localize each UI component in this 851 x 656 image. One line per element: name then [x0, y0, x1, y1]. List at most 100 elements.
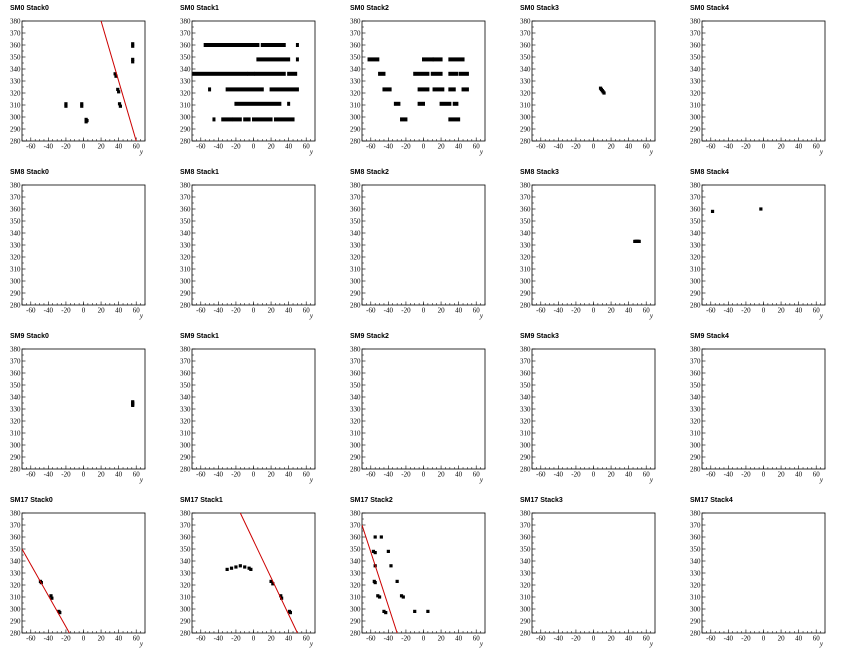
hit-point — [371, 549, 376, 553]
hit-cluster — [367, 57, 380, 62]
x-tick-label: 40 — [625, 307, 633, 315]
panel-plot: -60 -40 -20 0 20 40 60y 280 290 300 310 320 330 340 35… — [520, 345, 656, 484]
x-tick-label: 0 — [252, 143, 256, 151]
hit-cluster — [232, 117, 242, 122]
y-tick-label: 370 — [350, 193, 361, 201]
plot-frame — [21, 512, 146, 634]
y-tick-label: 340 — [350, 65, 361, 73]
x-tick-label: -20 — [741, 471, 751, 479]
panel-plot: -60 -40 -20 0 20 40 60y 280 290 300 310 320 330 340 35… — [180, 509, 316, 648]
y-tick-label: 350 — [180, 545, 191, 553]
x-tick-label: -20 — [401, 471, 411, 479]
x-tick-label: -40 — [554, 635, 564, 643]
x-tick-label: 0 — [82, 143, 86, 151]
x-tick-label: -60 — [536, 635, 546, 643]
panel-plot: -60 -40 -20 0 20 40 60y 280 290 300 310 320 330 340 35… — [520, 181, 656, 320]
x-tick-label: -60 — [366, 143, 376, 151]
hit-point — [80, 104, 84, 108]
hit-cluster — [430, 71, 443, 76]
stack-panel: SM8 Stack4 -60 -40 -20 0 20 40 60 y 280 290 300 310 3… — [680, 164, 850, 328]
x-tick-label: 20 — [778, 471, 786, 479]
hit-cluster — [234, 101, 282, 106]
panel-plot: -60 -40 -20 0 20 40 60y 280 290 300 310 320 330 340 35… — [180, 181, 316, 320]
y-tick-label: 290 — [10, 453, 21, 461]
x-axis-label: y — [309, 640, 314, 648]
y-tick-label: 310 — [350, 593, 361, 601]
x-tick-label: 60 — [813, 307, 821, 315]
hit-cluster — [432, 87, 445, 92]
x-tick-label: 40 — [795, 307, 803, 315]
y-tick-label: 340 — [520, 557, 531, 565]
y-tick-label: 380 — [690, 509, 701, 517]
y-tick-label: 340 — [690, 557, 701, 565]
y-tick-label: 280 — [520, 137, 531, 145]
x-tick-label: 60 — [643, 471, 651, 479]
x-tick-label: 20 — [778, 143, 786, 151]
x-tick-label: 60 — [473, 635, 481, 643]
panel-plot: -60 -40 -20 0 20 40 60y 280 290 300 310 320 330 340 35… — [10, 181, 146, 320]
x-tick-label: 60 — [473, 143, 481, 151]
y-tick-label: 320 — [180, 89, 191, 97]
y-tick-label: 320 — [690, 417, 701, 425]
y-tick-label: 340 — [10, 229, 21, 237]
x-tick-label: 40 — [455, 471, 463, 479]
x-tick-label: -40 — [554, 307, 564, 315]
y-tick-label: 300 — [350, 277, 361, 285]
panel-title: SM9 Stack0 — [10, 333, 49, 340]
x-tick-label: 60 — [813, 471, 821, 479]
y-tick-label: 330 — [520, 569, 531, 577]
x-tick-label: -60 — [536, 143, 546, 151]
hit-point — [373, 581, 377, 585]
x-axis-label: y — [309, 476, 314, 484]
y-tick-label: 340 — [180, 229, 191, 237]
y-tick-label: 340 — [350, 393, 361, 401]
y-tick-label: 370 — [180, 29, 191, 37]
y-tick-label: 330 — [350, 569, 361, 577]
y-tick-label: 290 — [10, 617, 21, 625]
y-tick-label: 290 — [350, 617, 361, 625]
panel-plot: -60 -40 -20 0 20 40 60y 280 290 300 310 320 330 340 35… — [520, 509, 656, 648]
y-tick-label: 280 — [690, 137, 701, 145]
y-tick-label: 330 — [690, 405, 701, 413]
y-tick-label: 370 — [180, 521, 191, 529]
x-axis-label: y — [309, 148, 314, 156]
stack-panel: SM0 Stack2 -60 -40 -20 0 20 40 60 y 280 290 300 310 3… — [340, 0, 510, 164]
y-tick-label: 360 — [350, 369, 361, 377]
hit-point — [117, 90, 121, 94]
y-tick-label: 310 — [690, 593, 701, 601]
y-tick-label: 350 — [690, 53, 701, 61]
x-axis-label: y — [139, 476, 144, 484]
hit-point — [116, 87, 120, 91]
x-tick-label: 20 — [268, 635, 276, 643]
hit-cluster — [378, 71, 386, 76]
x-tick-label: 0 — [762, 635, 766, 643]
hit-point — [238, 564, 242, 568]
x-tick-label: -20 — [401, 635, 411, 643]
hit-point — [243, 565, 247, 569]
panel-title: SM17 Stack0 — [10, 497, 53, 504]
x-tick-label: -20 — [571, 635, 581, 643]
hit-cluster — [382, 87, 392, 92]
hit-cluster — [417, 101, 425, 106]
x-tick-label: 20 — [98, 635, 106, 643]
panel-title: SM17 Stack1 — [180, 497, 223, 504]
y-tick-label: 360 — [10, 205, 21, 213]
x-tick-label: 20 — [778, 307, 786, 315]
y-tick-label: 280 — [690, 629, 701, 637]
x-axis-label: y — [479, 476, 484, 484]
x-tick-label: -60 — [706, 635, 716, 643]
y-tick-label: 340 — [10, 65, 21, 73]
y-tick-label: 350 — [690, 545, 701, 553]
hit-cluster — [208, 87, 212, 92]
x-tick-label: -60 — [26, 143, 36, 151]
hit-point — [131, 60, 135, 64]
hit-point — [373, 551, 377, 555]
y-tick-label: 360 — [520, 533, 531, 541]
x-tick-label: 20 — [438, 143, 446, 151]
plot-frame — [531, 348, 656, 470]
y-tick-label: 360 — [180, 533, 191, 541]
hit-cluster — [448, 87, 456, 92]
panel-plot: -60 -40 -20 0 20 40 60y 280 290 300 310 320 330 340 35… — [350, 345, 486, 484]
x-tick-label: -20 — [61, 471, 71, 479]
y-tick-label: 370 — [520, 357, 531, 365]
